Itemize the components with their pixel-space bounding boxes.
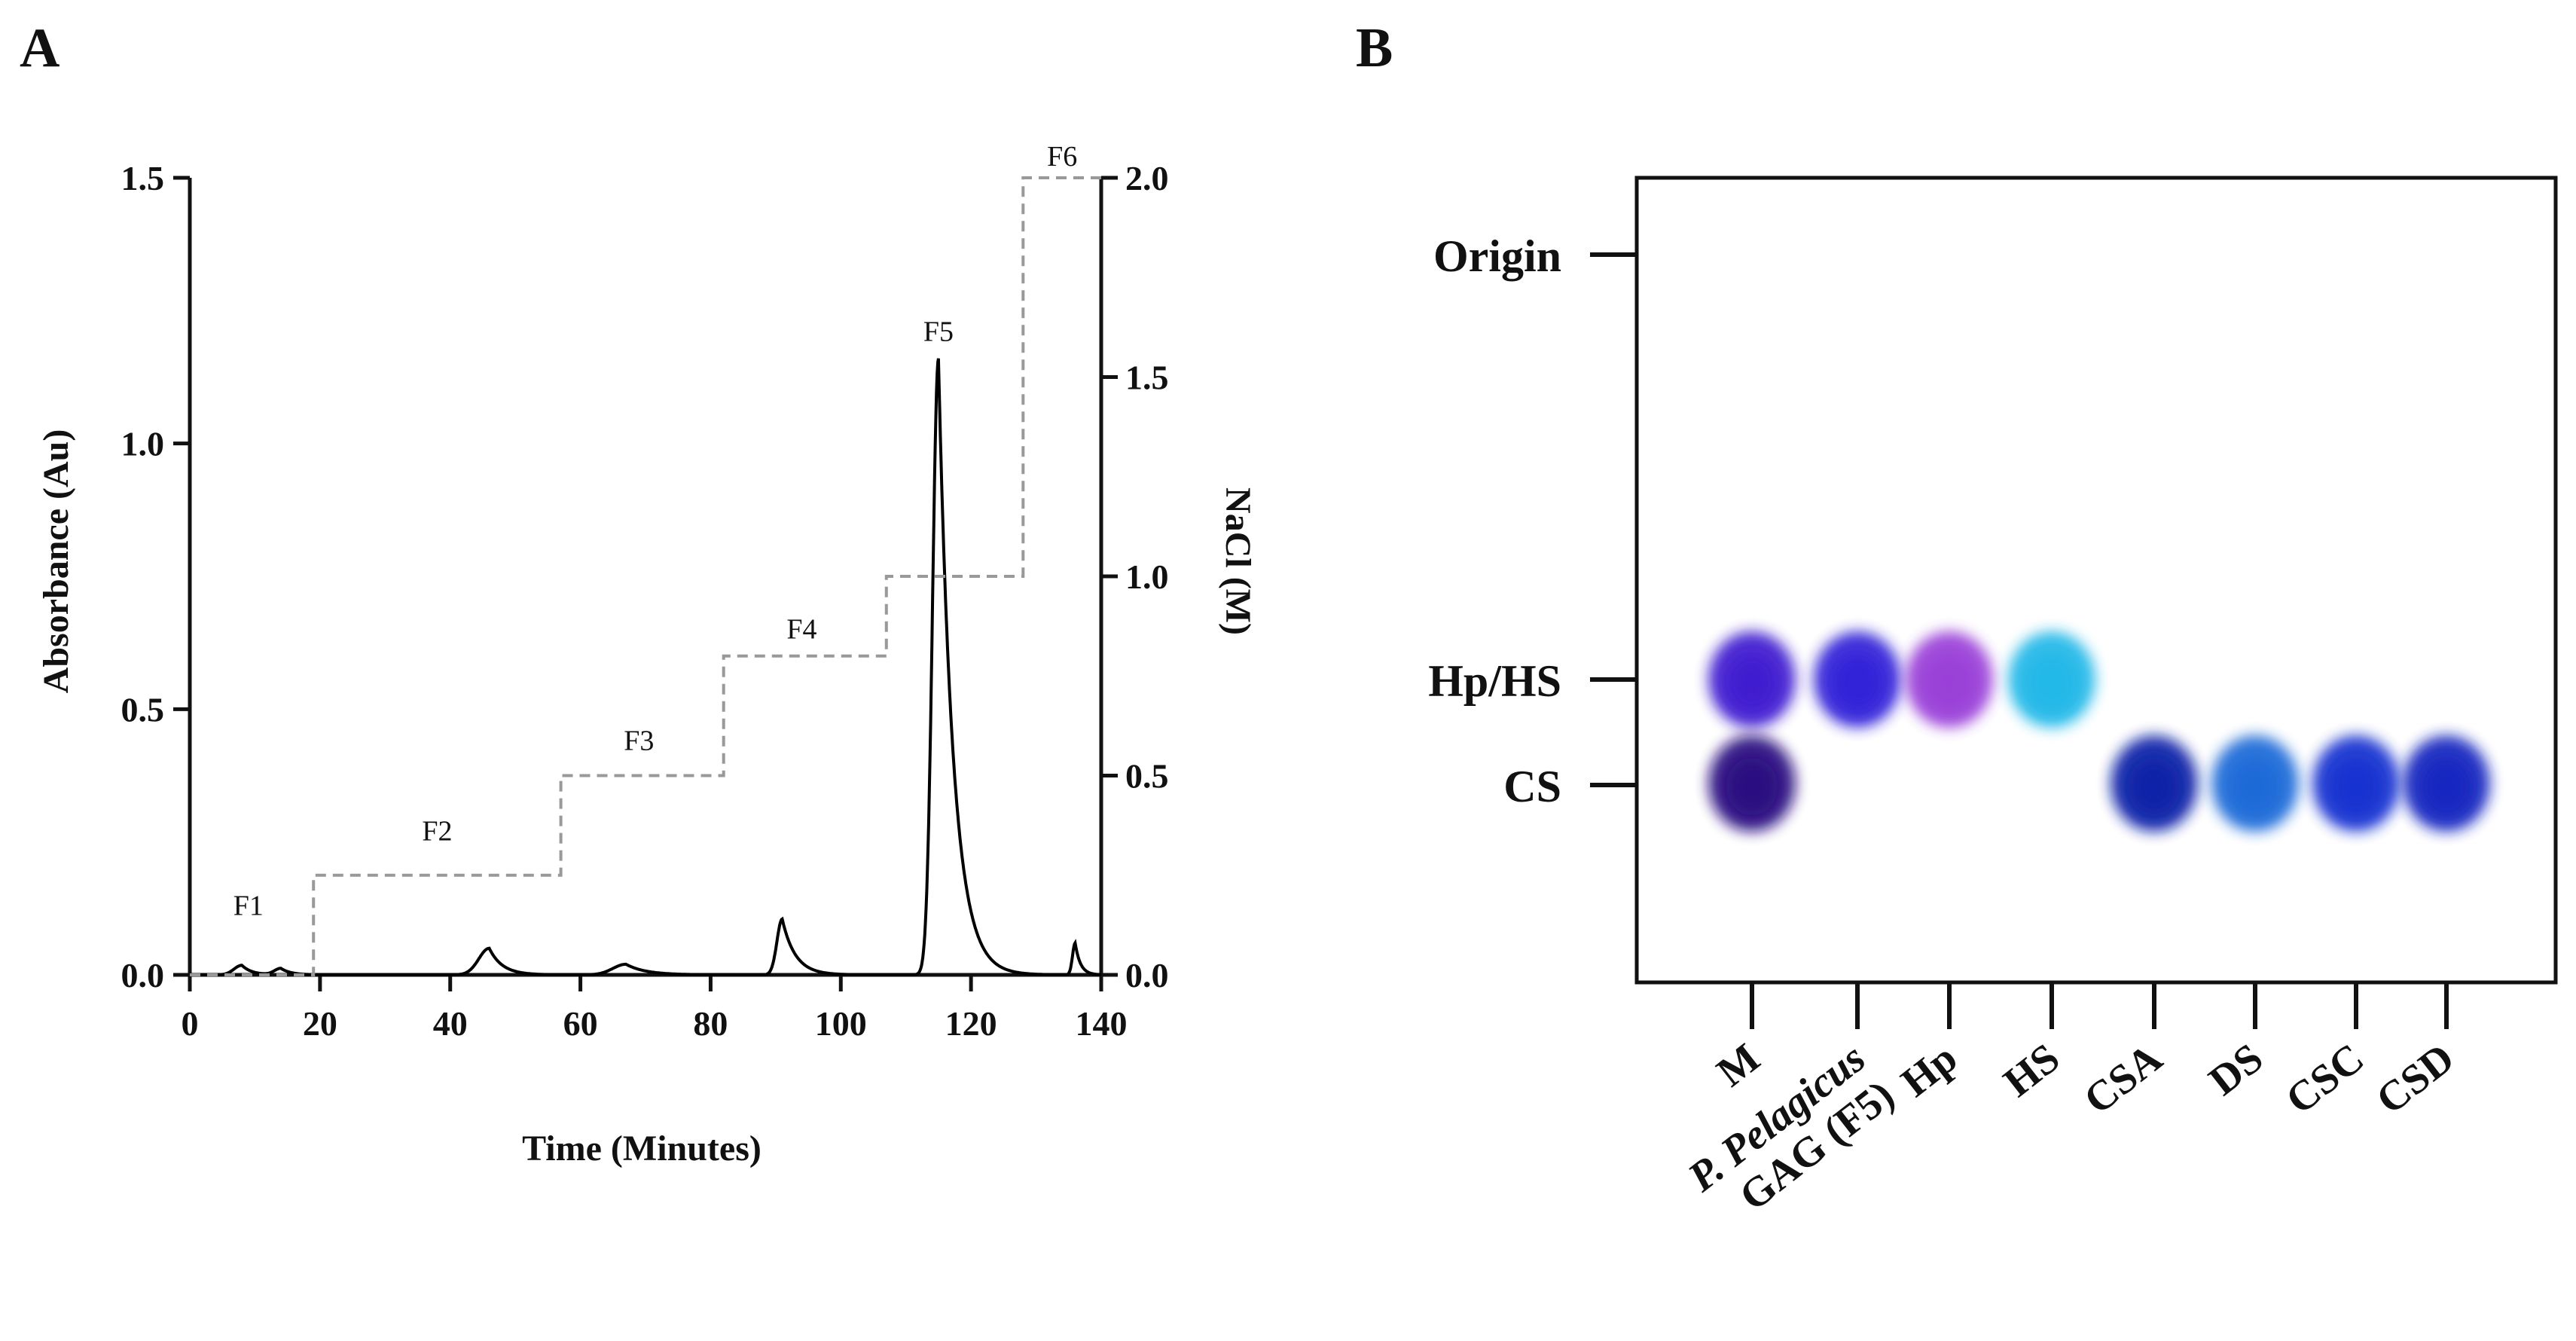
a-y2-tick-label: 0.5 [1125, 757, 1169, 796]
a-x-tick-label: 140 [1076, 1004, 1128, 1043]
a-y-axis-title: Absorbance (Au) [36, 429, 76, 694]
a-x-tick-label: 60 [563, 1004, 598, 1043]
a-y2-tick-label: 2.0 [1125, 159, 1169, 197]
gel-bands [1708, 631, 2490, 832]
panel-b-letter: B [1356, 17, 1393, 79]
gel-lane-label: CSA [2076, 1034, 2172, 1123]
a-fraction-label: F2 [422, 816, 452, 848]
gel-band-core [1726, 758, 1778, 815]
gel-lane-label: CSD [2368, 1034, 2463, 1123]
a-y-tick-label: 0.0 [121, 956, 165, 994]
gel-lane-label: Hp [1893, 1034, 1966, 1106]
panel-a-chromatogram: A 0 20 40 60 80 100 120 140 0.0 0.5 1.0 1.5 0.0 0.5… [20, 17, 1258, 1168]
gel-frame [1634, 176, 2558, 985]
a-y2-tick-label: 0.0 [1125, 956, 1169, 994]
gel-band-core [1726, 654, 1778, 711]
a-x-axis-title: Time (Minutes) [522, 1129, 762, 1168]
a-y-tick-label: 1.5 [121, 159, 165, 197]
a-absorbance-line [190, 358, 1101, 976]
a-x-tick-label: 20 [303, 1004, 337, 1043]
a-fraction-labels: F1 F2 F3 F4 F5 F6 [233, 141, 1077, 922]
a-fraction-label: F6 [1047, 141, 1077, 173]
gel-band-core [1924, 654, 1975, 711]
a-axes [188, 178, 1103, 977]
a-y2-tick-label: 1.0 [1125, 557, 1169, 596]
a-y-ticks: 0.0 0.5 1.0 1.5 [121, 159, 190, 994]
a-x-tick-label: 40 [433, 1004, 468, 1043]
a-x-tick-label: 0 [182, 1004, 199, 1043]
a-y2-tick-label: 1.5 [1125, 359, 1169, 397]
gel-lane-label: HS [1995, 1034, 2068, 1106]
gel-band-core [2421, 758, 2472, 815]
gel-lane-label: DS [2200, 1034, 2272, 1104]
gel-row-label: Hp/HS [1428, 656, 1561, 706]
gel-row-labels: Origin Hp/HS CS [1428, 231, 1637, 811]
gel-band-core [2330, 758, 2382, 815]
a-x-tick-label: 80 [693, 1004, 728, 1043]
a-fraction-label: F1 [233, 890, 264, 921]
a-y2-axis-title: NaCl (M) [1218, 487, 1258, 635]
panel-a-letter: A [20, 17, 60, 79]
gel-lane-label: M [1708, 1034, 1769, 1095]
a-y-tick-label: 1.0 [121, 425, 165, 463]
a-nacl-gradient-line [190, 176, 1101, 976]
a-y-tick-label: 0.5 [121, 690, 165, 729]
gel-row-label: CS [1503, 762, 1561, 811]
gel-band-core [2129, 758, 2180, 815]
a-x-tick-label: 120 [945, 1004, 997, 1043]
gel-row-label: Origin [1433, 231, 1561, 281]
a-fraction-label: F4 [786, 614, 816, 646]
a-x-tick-label: 100 [815, 1004, 867, 1043]
a-y2-ticks: 0.0 0.5 1.0 1.5 2.0 [1101, 159, 1169, 994]
a-series [190, 176, 1101, 976]
a-fraction-label: F5 [923, 316, 954, 348]
a-x-ticks: 0 20 40 60 80 100 120 140 [182, 975, 1128, 1043]
gel-band-core [1832, 654, 1883, 711]
gel-lane-label: CSC [2278, 1034, 2373, 1123]
gel-band-core [2026, 654, 2077, 711]
gel-band-core [2230, 758, 2281, 815]
a-fraction-label: F3 [624, 725, 654, 757]
